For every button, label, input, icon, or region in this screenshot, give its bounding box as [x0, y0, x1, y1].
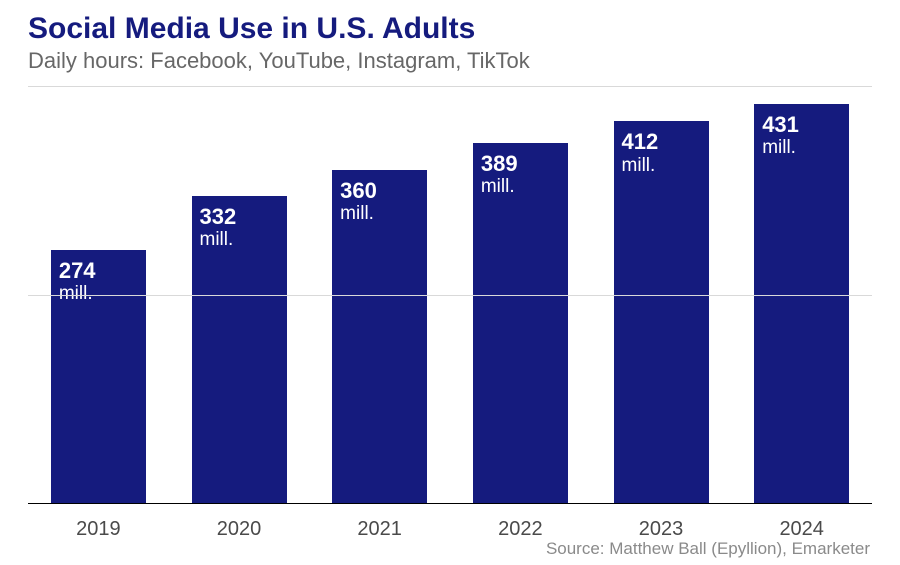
- bar-value: 412: [622, 129, 701, 154]
- x-tick: 2021: [309, 504, 450, 544]
- bar-value-label: 431mill.: [762, 112, 841, 159]
- chart-container: Social Media Use in U.S. Adults Daily ho…: [0, 0, 900, 565]
- bar-value: 389: [481, 151, 560, 176]
- bar: 332mill.: [192, 196, 287, 504]
- x-axis: 201920202021202220232024: [28, 504, 872, 544]
- bar-value: 431: [762, 112, 841, 137]
- source-text: Source: Matthew Ball (Epyllion), Emarket…: [546, 539, 870, 559]
- x-tick: 2020: [169, 504, 310, 544]
- grid-line: [28, 295, 872, 296]
- bar: 412mill.: [614, 121, 709, 504]
- bar: 274mill.: [51, 250, 146, 505]
- bar-unit: mill.: [200, 229, 279, 251]
- bar-value-label: 412mill.: [622, 129, 701, 176]
- x-tick: 2019: [28, 504, 169, 544]
- x-tick: 2022: [450, 504, 591, 544]
- bar-value: 274: [59, 258, 138, 283]
- bar-value-label: 360mill.: [340, 178, 419, 225]
- bar: 431mill.: [754, 104, 849, 504]
- bar: 360mill.: [332, 170, 427, 504]
- grid-line: [28, 86, 872, 87]
- chart-subtitle: Daily hours: Facebook, YouTube, Instagra…: [28, 48, 530, 74]
- bar-unit: mill.: [340, 203, 419, 225]
- bar-unit: mill.: [622, 155, 701, 177]
- bar-value: 332: [200, 204, 279, 229]
- plot-area: 274mill.332mill.360mill.389mill.412mill.…: [28, 86, 872, 504]
- chart-title: Social Media Use in U.S. Adults: [28, 12, 475, 46]
- bar-value: 360: [340, 178, 419, 203]
- x-tick: 2024: [731, 504, 872, 544]
- bar-value-label: 332mill.: [200, 204, 279, 251]
- bar-unit: mill.: [481, 176, 560, 198]
- bar-unit: mill.: [59, 283, 138, 305]
- bar-unit: mill.: [762, 137, 841, 159]
- x-tick: 2023: [591, 504, 732, 544]
- bar-value-label: 389mill.: [481, 151, 560, 198]
- bar-value-label: 274mill.: [59, 258, 138, 305]
- bar: 389mill.: [473, 143, 568, 504]
